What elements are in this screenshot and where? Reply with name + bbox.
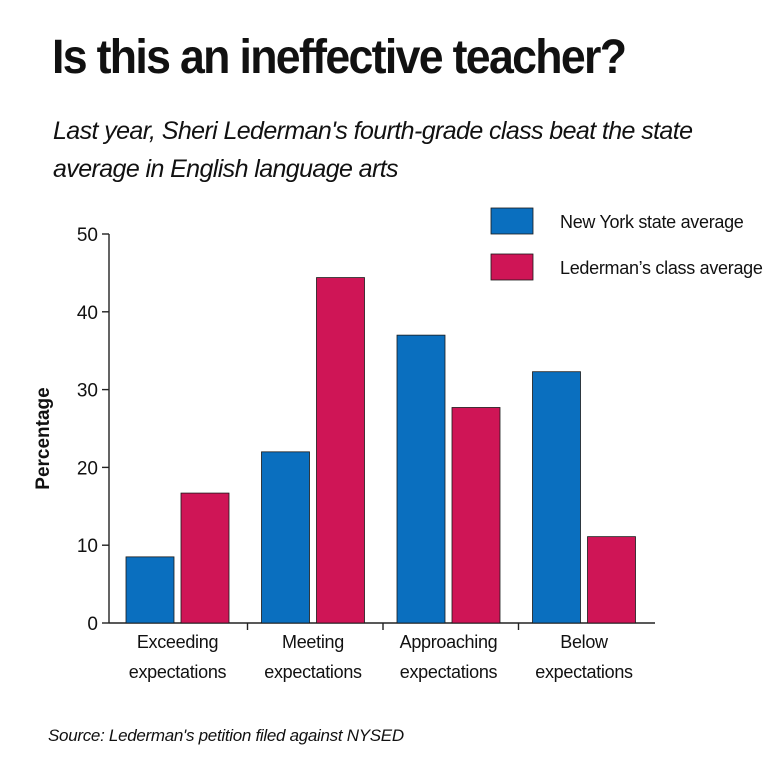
bar-class-4: [587, 536, 636, 624]
y-tick-label: 0: [87, 614, 98, 635]
bar-state-2: [261, 451, 310, 624]
legend-swatch-class: [490, 253, 534, 281]
x-category-label: Meeting: [282, 632, 344, 652]
legend-swatch-state: [490, 207, 534, 235]
bar-class-2: [316, 277, 365, 624]
legend-label-class: Lederman’s class average: [560, 258, 763, 278]
bar-state-4: [532, 371, 581, 624]
bar-state-1: [125, 556, 175, 624]
legend-label-state: New York state average: [560, 212, 744, 232]
source-note: Source: Lederman's petition filed agains…: [48, 726, 404, 745]
chart-subtitle: Last year, Sheri Lederman's fourth-grade…: [53, 117, 693, 183]
bar-class-3: [451, 407, 501, 624]
bar-class-1: [180, 492, 230, 624]
x-category-label: expectations: [129, 662, 227, 682]
y-tick-label: 30: [77, 381, 98, 402]
bar-state-3: [396, 334, 446, 624]
chart-title: Is this an ineffective teacher?: [52, 31, 627, 84]
x-category-label: Below: [560, 632, 609, 652]
x-category-label: Approaching: [400, 632, 498, 652]
y-tick-label: 40: [77, 303, 98, 324]
x-category-label: expectations: [264, 662, 362, 682]
y-axis-label: Percentage: [33, 387, 54, 489]
y-tick-label: 20: [77, 458, 98, 479]
y-tick-label: 10: [77, 536, 98, 557]
x-category-label: Exceeding: [137, 632, 218, 652]
x-category-label: expectations: [535, 662, 633, 682]
x-category-label: expectations: [400, 662, 498, 682]
y-tick-label: 50: [77, 225, 98, 246]
